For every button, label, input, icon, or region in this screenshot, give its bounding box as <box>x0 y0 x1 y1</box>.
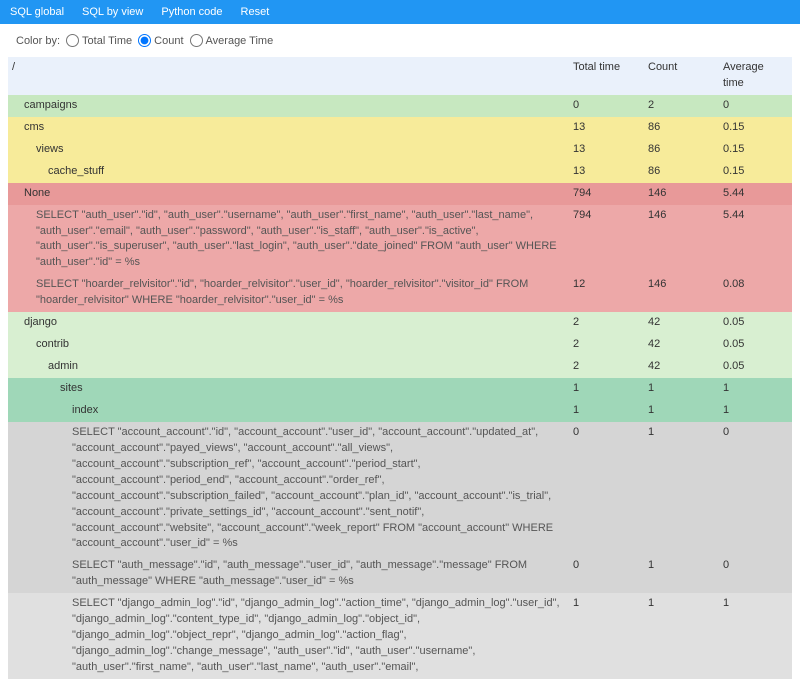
row-avg: 1 <box>717 400 792 422</box>
nav-sql-global[interactable]: SQL global <box>10 6 64 18</box>
col-total: Total time <box>567 57 642 95</box>
row-label[interactable]: index <box>8 400 567 422</box>
row-avg: 0.15 <box>717 161 792 183</box>
row-label[interactable]: contrib <box>8 334 567 356</box>
row-count: 146 <box>642 183 717 205</box>
row-total: 0 <box>567 422 642 556</box>
row-count: 2 <box>642 95 717 117</box>
tree-node-row[interactable]: index111 <box>8 400 792 422</box>
colorby-total-text: Total Time <box>82 35 132 47</box>
tree-node-row[interactable]: views13860.15 <box>8 139 792 161</box>
row-total: 794 <box>567 205 642 275</box>
col-count: Count <box>642 57 717 95</box>
nav-reset[interactable]: Reset <box>241 6 270 18</box>
row-total: 13 <box>567 139 642 161</box>
row-total: 1 <box>567 593 642 679</box>
nav-sql-by-view[interactable]: SQL by view <box>82 6 143 18</box>
tree-table: /Total timeCountAverage timecampaigns020… <box>8 57 792 679</box>
row-total: 2 <box>567 356 642 378</box>
row-avg: 5.44 <box>717 205 792 275</box>
colorby-bar: Color by: Total Time Count Average Time <box>0 24 800 57</box>
row-total: 1 <box>567 400 642 422</box>
tree-node-row[interactable]: cms13860.15 <box>8 117 792 139</box>
row-avg: 1 <box>717 593 792 679</box>
root-label[interactable]: / <box>8 57 567 95</box>
row-label[interactable]: SELECT "hoarder_relvisitor"."id", "hoard… <box>8 274 567 312</box>
row-count: 1 <box>642 422 717 556</box>
row-label[interactable]: SELECT "auth_message"."id", "auth_messag… <box>8 555 567 593</box>
row-label[interactable]: admin <box>8 356 567 378</box>
row-avg: 0 <box>717 555 792 593</box>
row-avg: 0.05 <box>717 334 792 356</box>
row-count: 1 <box>642 400 717 422</box>
tree-sql-row[interactable]: SELECT "auth_message"."id", "auth_messag… <box>8 555 792 593</box>
row-total: 2 <box>567 334 642 356</box>
row-avg: 0 <box>717 422 792 556</box>
row-total: 13 <box>567 161 642 183</box>
row-label[interactable]: SELECT "account_account"."id", "account_… <box>8 422 567 556</box>
row-count: 42 <box>642 334 717 356</box>
row-total: 0 <box>567 95 642 117</box>
colorby-total-radio[interactable] <box>66 34 79 47</box>
row-label[interactable]: None <box>8 183 567 205</box>
tree-node-row[interactable]: campaigns020 <box>8 95 792 117</box>
row-total: 1 <box>567 378 642 400</box>
row-label[interactable]: views <box>8 139 567 161</box>
row-count: 42 <box>642 356 717 378</box>
tree-header-row: /Total timeCountAverage time <box>8 57 792 95</box>
tree-node-row[interactable]: sites111 <box>8 378 792 400</box>
tree-sql-row[interactable]: SELECT "django_admin_log"."id", "django_… <box>8 593 792 679</box>
row-label[interactable]: sites <box>8 378 567 400</box>
row-avg: 0.15 <box>717 139 792 161</box>
row-avg: 1 <box>717 378 792 400</box>
colorby-avg-radio[interactable] <box>190 34 203 47</box>
colorby-count[interactable]: Count <box>138 34 183 47</box>
colorby-total[interactable]: Total Time <box>66 34 132 47</box>
row-count: 146 <box>642 274 717 312</box>
row-count: 1 <box>642 555 717 593</box>
row-label[interactable]: campaigns <box>8 95 567 117</box>
row-label[interactable]: SELECT "auth_user"."id", "auth_user"."us… <box>8 205 567 275</box>
row-total: 794 <box>567 183 642 205</box>
colorby-avg-text: Average Time <box>206 35 274 47</box>
row-count: 146 <box>642 205 717 275</box>
tree-sql-row[interactable]: SELECT "auth_user"."id", "auth_user"."us… <box>8 205 792 275</box>
row-label[interactable]: cache_stuff <box>8 161 567 183</box>
tree-node-row[interactable]: None7941465.44 <box>8 183 792 205</box>
tree-node-row[interactable]: admin2420.05 <box>8 356 792 378</box>
row-avg: 0.05 <box>717 356 792 378</box>
row-avg: 0.15 <box>717 117 792 139</box>
row-total: 13 <box>567 117 642 139</box>
row-label[interactable]: cms <box>8 117 567 139</box>
row-avg: 0.05 <box>717 312 792 334</box>
colorby-count-radio[interactable] <box>138 34 151 47</box>
row-count: 86 <box>642 139 717 161</box>
row-label[interactable]: SELECT "django_admin_log"."id", "django_… <box>8 593 567 679</box>
tree-node-row[interactable]: contrib2420.05 <box>8 334 792 356</box>
row-total: 0 <box>567 555 642 593</box>
row-count: 86 <box>642 161 717 183</box>
row-label[interactable]: django <box>8 312 567 334</box>
colorby-count-text: Count <box>154 35 183 47</box>
row-count: 1 <box>642 378 717 400</box>
tree-node-row[interactable]: cache_stuff13860.15 <box>8 161 792 183</box>
row-count: 86 <box>642 117 717 139</box>
tree-node-row[interactable]: django2420.05 <box>8 312 792 334</box>
row-avg: 0.08 <box>717 274 792 312</box>
row-total: 2 <box>567 312 642 334</box>
tree-container: /Total timeCountAverage timecampaigns020… <box>0 57 800 687</box>
row-avg: 0 <box>717 95 792 117</box>
tree-sql-row[interactable]: SELECT "account_account"."id", "account_… <box>8 422 792 556</box>
row-avg: 5.44 <box>717 183 792 205</box>
colorby-avg[interactable]: Average Time <box>190 34 274 47</box>
row-count: 1 <box>642 593 717 679</box>
nav-python-code[interactable]: Python code <box>161 6 222 18</box>
row-total: 12 <box>567 274 642 312</box>
row-count: 42 <box>642 312 717 334</box>
navbar: SQL global SQL by view Python code Reset <box>0 0 800 24</box>
colorby-label: Color by: <box>16 35 60 47</box>
tree-sql-row[interactable]: SELECT "hoarder_relvisitor"."id", "hoard… <box>8 274 792 312</box>
col-avg: Average time <box>717 57 792 95</box>
